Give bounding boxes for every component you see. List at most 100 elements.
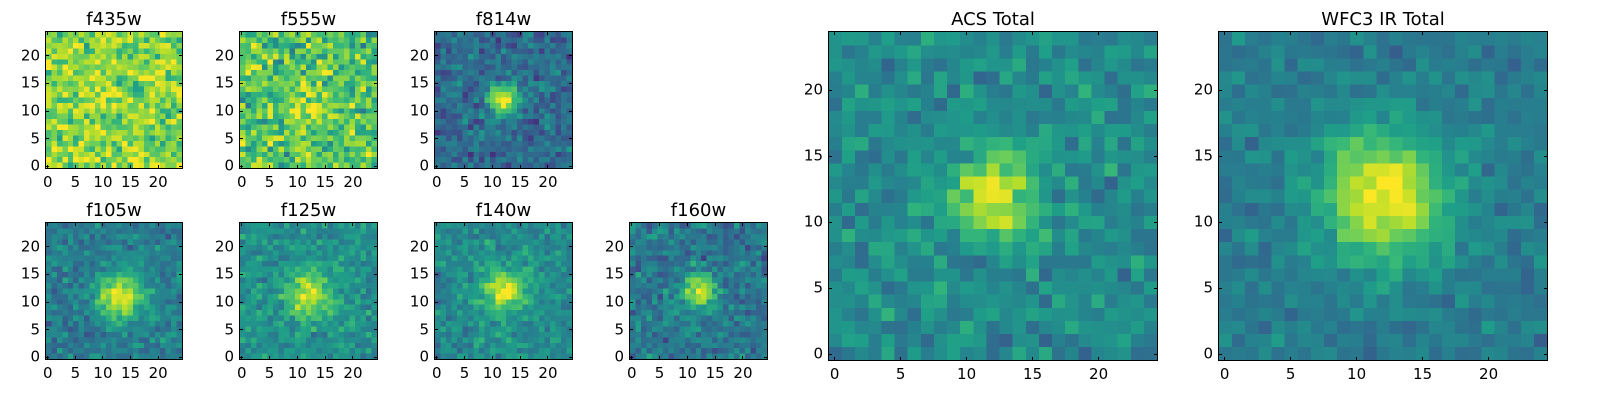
pixel-cell xyxy=(133,157,139,163)
pixel-cell xyxy=(138,288,145,294)
x-tick-mark xyxy=(714,222,716,226)
pixel-cell xyxy=(673,277,680,283)
x-tick-mark xyxy=(47,165,49,169)
pixel-cell xyxy=(333,277,339,283)
pixel-cell xyxy=(94,331,101,338)
pixel-cell xyxy=(122,331,128,338)
pixel-cell xyxy=(133,124,139,131)
pixel-cell xyxy=(344,261,350,267)
pixel-cell xyxy=(84,233,90,240)
pixel-cell xyxy=(143,250,150,256)
pixel-cell xyxy=(355,277,361,283)
pixel-cell xyxy=(1025,150,1040,164)
pixel-cell xyxy=(1052,333,1066,348)
pixel-cell xyxy=(435,239,441,245)
pixel-cell xyxy=(440,119,447,125)
pixel-cell xyxy=(51,108,57,114)
pixel-cell xyxy=(360,113,367,120)
pixel-cell xyxy=(473,337,479,343)
pixel-cell xyxy=(89,75,96,82)
pixel-cell xyxy=(160,32,166,38)
pixel-cell xyxy=(550,113,556,120)
pixel-cell xyxy=(305,119,312,125)
pixel-cell xyxy=(1052,268,1066,282)
pixel-cell xyxy=(116,244,123,251)
pixel-cell xyxy=(435,261,441,267)
pixel-cell xyxy=(250,53,257,60)
pixel-cell xyxy=(440,129,447,136)
pixel-cell xyxy=(149,108,155,114)
pixel-cell xyxy=(657,331,663,338)
pixel-cell xyxy=(706,293,713,300)
pixel-cell xyxy=(462,37,468,43)
pixel-cell xyxy=(473,277,479,283)
pixel-cell xyxy=(338,271,345,278)
pixel-cell xyxy=(1012,281,1027,295)
y-tick-mark xyxy=(179,110,183,112)
pixel-cell xyxy=(122,37,128,43)
pixel-cell xyxy=(456,304,463,311)
pixel-cell xyxy=(56,282,63,289)
x-tick-mark xyxy=(47,222,49,226)
y-tick-mark xyxy=(45,301,49,303)
pixel-cell xyxy=(67,102,74,109)
pixel-cell xyxy=(289,233,295,240)
pixel-cell xyxy=(484,288,490,294)
pixel-cell xyxy=(462,108,468,114)
pixel-cell xyxy=(366,37,372,43)
pixel-cell xyxy=(122,151,128,158)
pixel-cell xyxy=(56,342,63,349)
pixel-cell xyxy=(261,140,268,147)
pixel-cell xyxy=(511,271,518,278)
pixel-cell xyxy=(289,282,295,289)
pixel-cell xyxy=(489,293,496,300)
pixel-cell xyxy=(278,102,284,109)
pixel-cell xyxy=(272,310,279,316)
pixel-cell xyxy=(67,53,74,60)
pixel-cell xyxy=(283,162,290,168)
pixel-cell xyxy=(105,113,112,120)
pixel-cell xyxy=(484,342,490,349)
pixel-cell xyxy=(533,102,540,109)
pixel-cell xyxy=(511,331,518,338)
panel-title: f105w xyxy=(86,200,142,221)
pixel-cell xyxy=(462,277,468,283)
pixel-cell xyxy=(94,320,101,327)
pixel-cell xyxy=(630,353,636,359)
pixel-cell xyxy=(116,113,123,120)
panel-title: f435w xyxy=(86,9,142,30)
pixel-cell xyxy=(283,59,290,65)
pixel-cell xyxy=(116,266,123,273)
pixel-cell xyxy=(149,91,155,98)
pixel-cell xyxy=(506,304,512,311)
pixel-cell xyxy=(712,261,718,267)
pixel-cell xyxy=(100,337,106,343)
pixel-cell xyxy=(717,299,724,305)
pixel-cell xyxy=(267,135,273,141)
pixel-cell xyxy=(94,304,101,311)
pixel-cell xyxy=(640,250,647,256)
y-tick-label: 5 xyxy=(419,129,429,148)
pixel-cell xyxy=(657,228,663,234)
pixel-cell xyxy=(289,239,295,245)
pixel-cell xyxy=(73,42,79,49)
pixel-cell xyxy=(349,342,356,349)
pixel-cell xyxy=(451,135,458,141)
pixel-cell xyxy=(517,288,523,294)
y-tick-label: 10 xyxy=(214,101,234,120)
pixel-cell xyxy=(484,80,490,87)
pixel-cell xyxy=(739,282,746,289)
pixel-cell xyxy=(717,244,724,251)
pixel-cell xyxy=(646,223,653,229)
pixel-cell xyxy=(646,293,653,300)
pixel-cell xyxy=(272,86,279,92)
pixel-cell xyxy=(640,239,647,245)
pixel-cell xyxy=(506,86,512,92)
pixel-cell xyxy=(467,124,474,131)
pixel-cell xyxy=(734,255,740,262)
pixel-cell xyxy=(338,326,345,332)
pixel-cell xyxy=(495,266,501,273)
pixel-cell xyxy=(105,337,112,343)
pixel-cell xyxy=(305,255,312,262)
pixel-cell xyxy=(371,119,377,125)
